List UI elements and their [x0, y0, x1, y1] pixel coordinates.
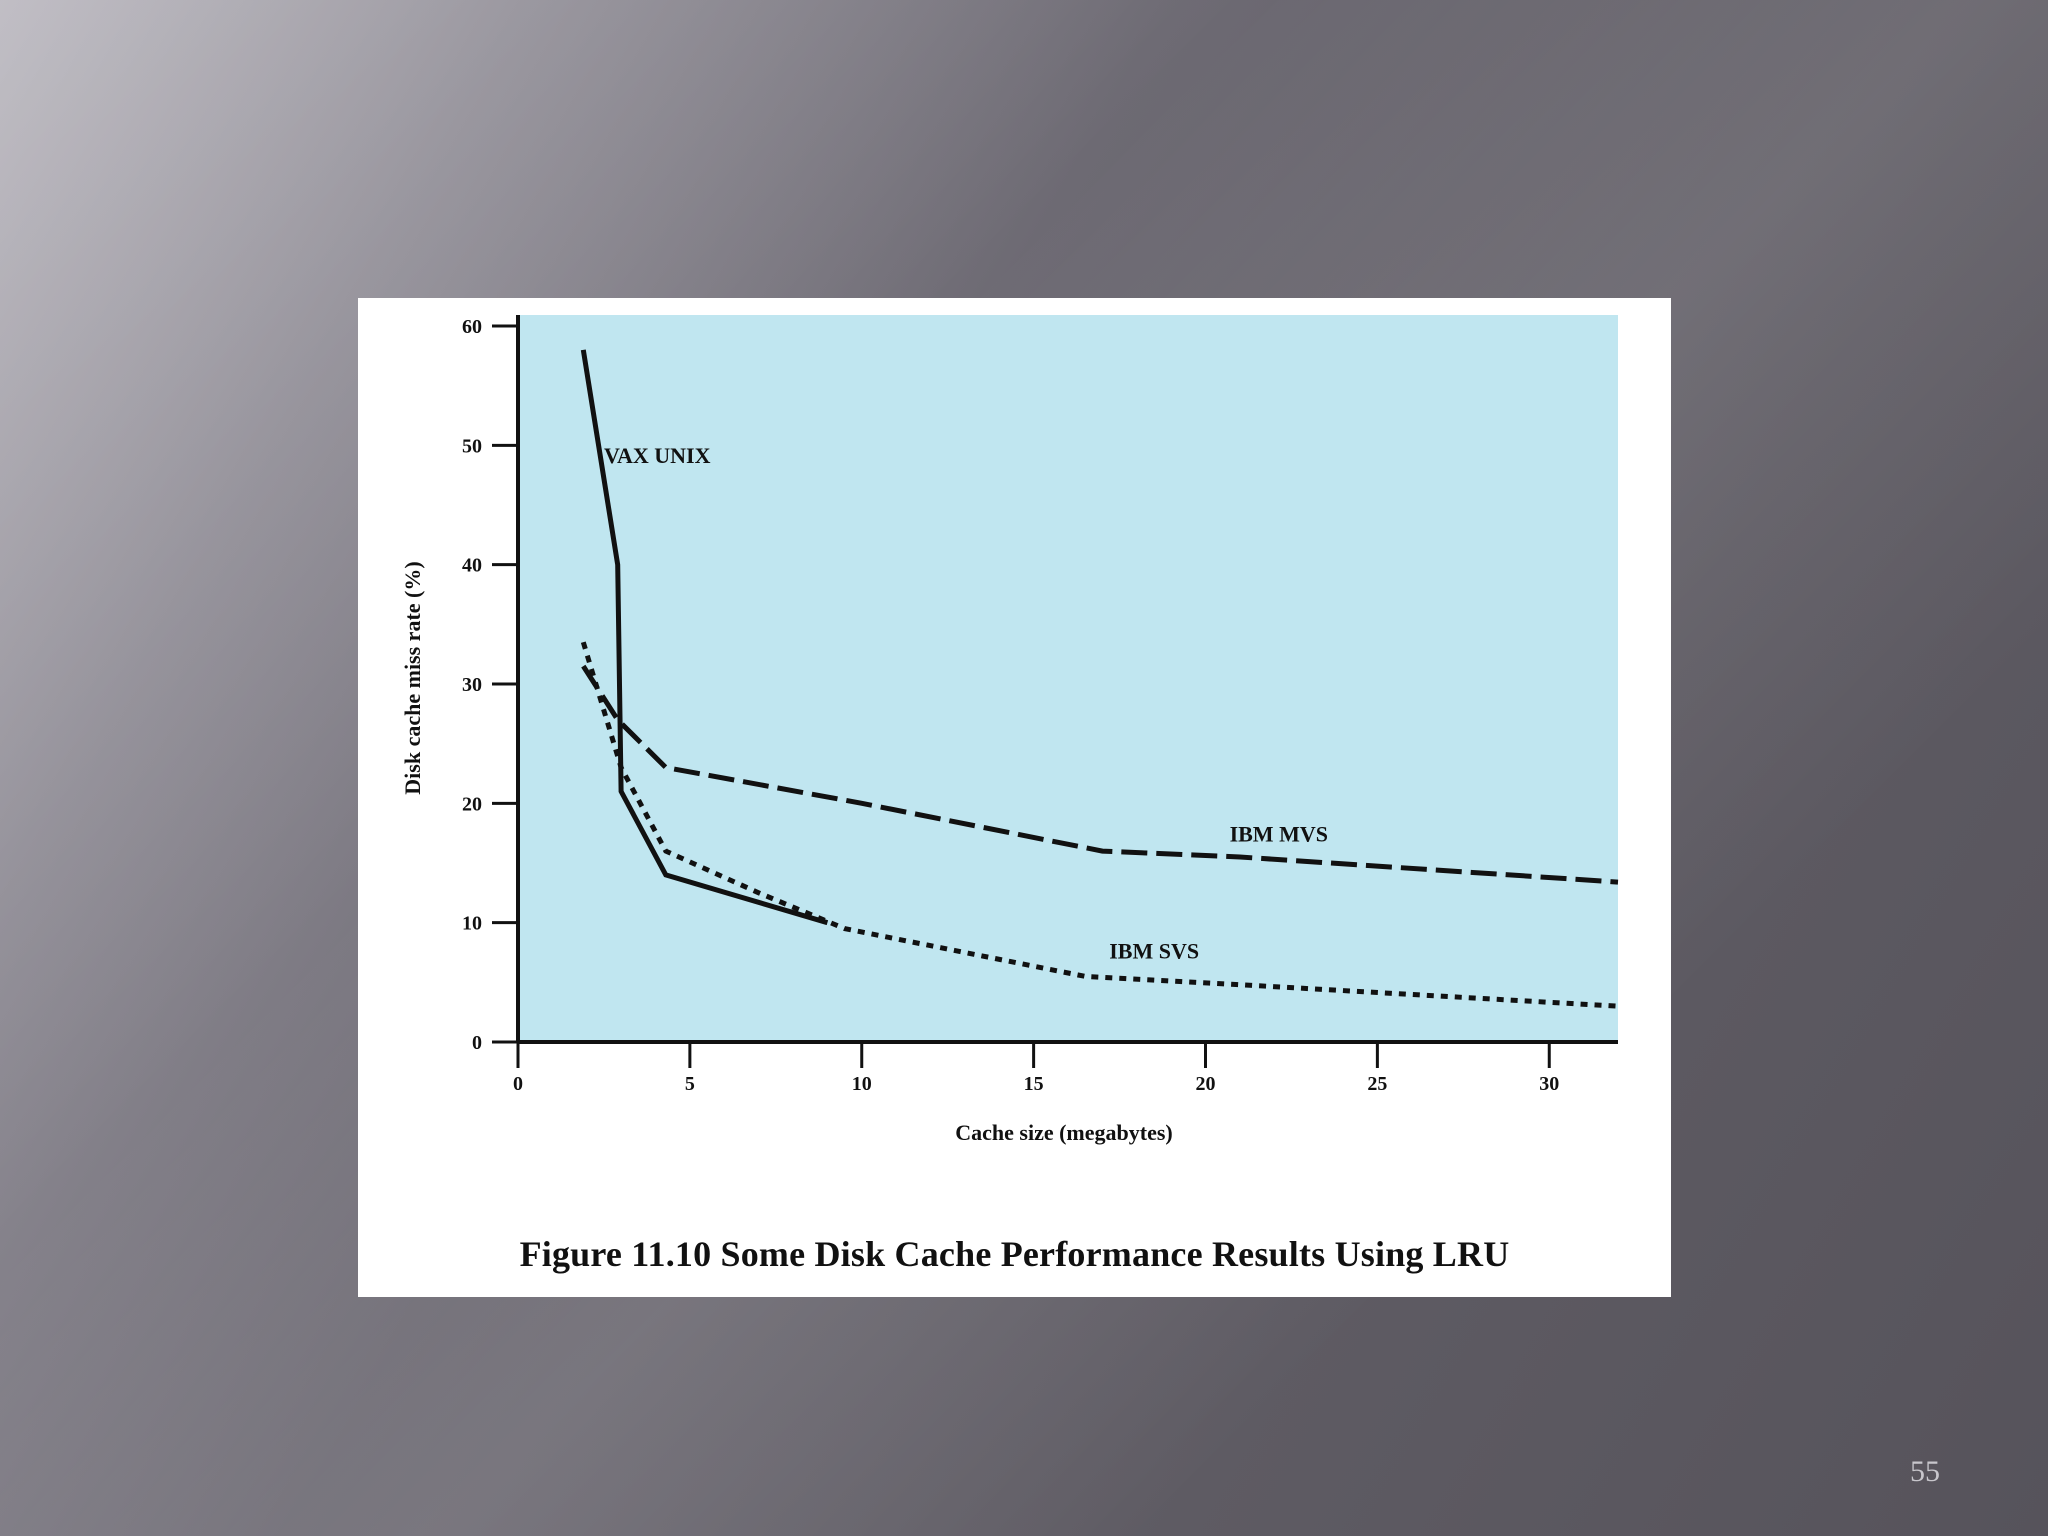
x-tick-label: 10	[852, 1073, 872, 1095]
series-label-ibm-svs: IBM SVS	[1109, 938, 1199, 963]
x-tick-label: 15	[1024, 1073, 1044, 1095]
line-chart: 0 10 20 30 40 50 60 0 5 10 15 20 25 30 Cache size (meg…	[400, 315, 1619, 1145]
x-tick-label: 5	[685, 1073, 695, 1095]
series-layer	[580, 349, 1619, 1009]
series-line-vax-unix	[580, 349, 829, 926]
y-tick-label: 50	[462, 435, 482, 457]
series-label-ibm-mvs: IBM MVS	[1230, 822, 1328, 847]
y-tick-label: 30	[462, 674, 482, 696]
labels-layer: VAX UNIX IBM MVS IBM SVS	[604, 443, 1328, 963]
y-tick-label: 20	[462, 793, 482, 815]
x-tick-label: 25	[1367, 1073, 1387, 1095]
series-line-ibm-mvs	[581, 664, 1619, 885]
plot-area	[518, 315, 1618, 1042]
x-tick-label: 30	[1539, 1073, 1559, 1095]
y-axis-label: Disk cache miss rate (%)	[400, 561, 425, 794]
y-tick-label: 10	[462, 913, 482, 935]
figure-caption: Figure 11.10 Some Disk Cache Performance…	[519, 1234, 1510, 1274]
y-tick-label: 0	[472, 1032, 482, 1054]
x-tick-label: 0	[513, 1073, 523, 1095]
figure-panel: 0 10 20 30 40 50 60 0 5 10 15 20 25 30 Cache size (meg…	[358, 298, 1671, 1297]
series-line-ibm-svs	[580, 641, 1619, 1009]
page-number: 55	[1910, 1455, 1940, 1488]
axes: 0 10 20 30 40 50 60 0 5 10 15 20 25 30 Cache size (meg…	[400, 315, 1618, 1145]
y-tick-label: 60	[462, 316, 482, 338]
x-axis-label: Cache size (megabytes)	[955, 1120, 1173, 1145]
y-tick-label: 40	[462, 555, 482, 577]
series-label-vax-unix: VAX UNIX	[604, 443, 711, 468]
x-tick-label: 20	[1196, 1073, 1216, 1095]
